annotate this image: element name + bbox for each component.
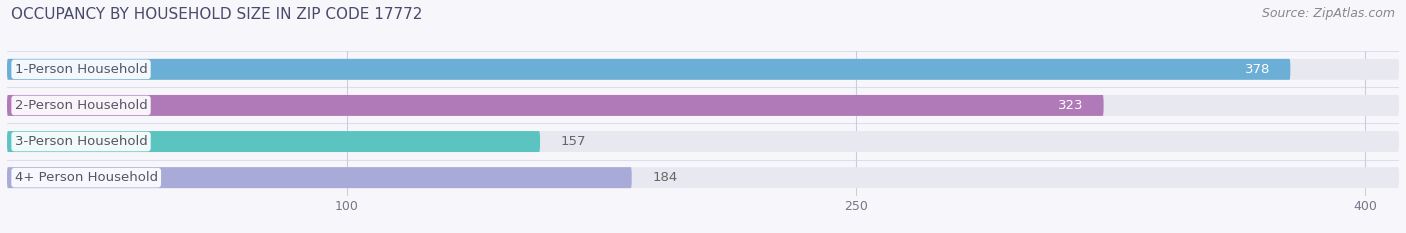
Text: OCCUPANCY BY HOUSEHOLD SIZE IN ZIP CODE 17772: OCCUPANCY BY HOUSEHOLD SIZE IN ZIP CODE … [11,7,423,22]
Text: 157: 157 [561,135,586,148]
FancyBboxPatch shape [7,59,1291,80]
FancyBboxPatch shape [7,167,631,188]
Text: 184: 184 [652,171,678,184]
Text: 3-Person Household: 3-Person Household [14,135,148,148]
FancyBboxPatch shape [7,95,1399,116]
FancyBboxPatch shape [7,95,1104,116]
Text: 378: 378 [1244,63,1270,76]
Text: 323: 323 [1057,99,1083,112]
Text: 2-Person Household: 2-Person Household [14,99,148,112]
FancyBboxPatch shape [7,131,1399,152]
Text: 4+ Person Household: 4+ Person Household [14,171,157,184]
Text: Source: ZipAtlas.com: Source: ZipAtlas.com [1261,7,1395,20]
Text: 1-Person Household: 1-Person Household [14,63,148,76]
FancyBboxPatch shape [7,59,1399,80]
FancyBboxPatch shape [7,131,540,152]
FancyBboxPatch shape [7,167,1399,188]
